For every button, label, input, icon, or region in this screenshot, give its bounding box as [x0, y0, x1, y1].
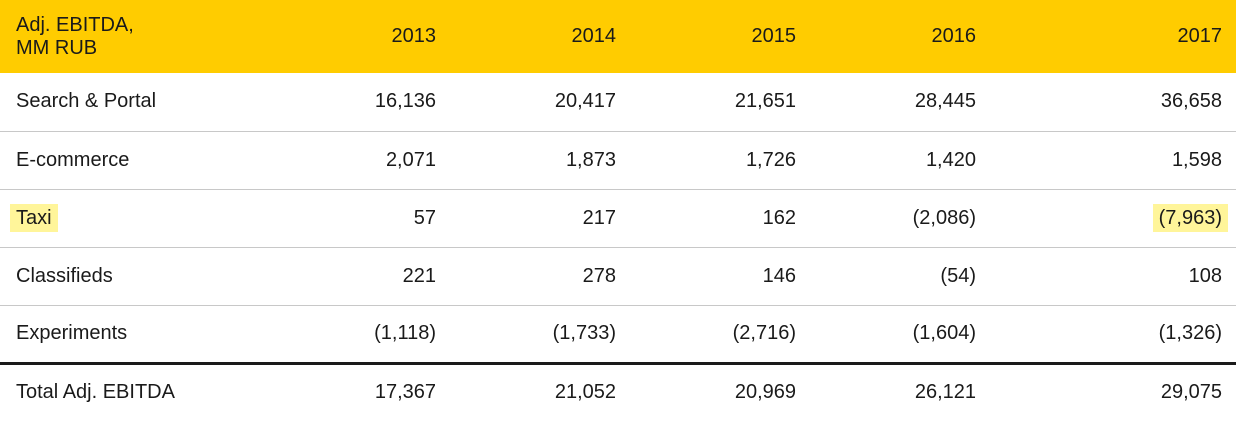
total-row: Total Adj. EBITDA 17,367 21,052 20,969 2…: [0, 363, 1236, 421]
cell: 2,071: [270, 131, 450, 190]
table-row: Search & Portal 16,136 20,417 21,651 28,…: [0, 73, 1236, 132]
cell: (1,118): [270, 305, 450, 365]
cell: 278: [450, 247, 630, 306]
row-label-search-portal: Search & Portal: [0, 73, 270, 132]
table-header: Adj. EBITDA, MM RUB 2013 2014 2015 2016 …: [0, 0, 1236, 73]
row-label-taxi-highlighted: Taxi: [10, 203, 58, 232]
cell: 57: [270, 189, 450, 248]
cell: 217: [450, 189, 630, 248]
header-label-line1: Adj. EBITDA,: [16, 13, 134, 36]
cell: 1,598: [990, 131, 1236, 190]
table-row: E-commerce 2,071 1,873 1,726 1,420 1,598: [0, 131, 1236, 190]
header-year-2016: 2016: [810, 0, 990, 73]
table-body: Search & Portal 16,136 20,417 21,651 28,…: [0, 73, 1236, 421]
cell: 28,445: [810, 73, 990, 132]
row-label-taxi-cell: Taxi: [0, 189, 270, 248]
cell: 16,136: [270, 73, 450, 132]
cell-highlighted-cell: (7,963): [990, 189, 1236, 248]
cell: (1,733): [450, 305, 630, 365]
row-label-experiments: Experiments: [0, 305, 270, 365]
cell: 162: [630, 189, 810, 248]
cell: 108: [990, 247, 1236, 306]
row-label-e-commerce: E-commerce: [0, 131, 270, 190]
cell: 1,873: [450, 131, 630, 190]
header-year-2017: 2017: [990, 0, 1236, 73]
total-cell: 20,969: [734, 381, 796, 404]
header-year-2014: 2014: [450, 0, 630, 73]
total-cell: 26,121: [914, 381, 976, 404]
cell: (2,716): [630, 305, 810, 365]
cell-highlighted: (7,963): [1152, 203, 1228, 232]
cell: 146: [630, 247, 810, 306]
header-label-line2: MM RUB: [16, 36, 98, 59]
header-year-2013: 2013: [270, 0, 450, 73]
cell: 21,651: [630, 73, 810, 132]
cell: 36,658: [990, 73, 1236, 132]
cell: (1,604): [810, 305, 990, 365]
header-year-2015: 2015: [630, 0, 810, 73]
header-row: Adj. EBITDA, MM RUB 2013 2014 2015 2016 …: [0, 0, 1236, 73]
table-row: Taxi 57 217 162 (2,086) (7,963): [0, 189, 1236, 248]
cell: 20,417: [450, 73, 630, 132]
total-cell: 21,052: [554, 381, 616, 404]
cell: (1,326): [990, 305, 1236, 365]
total-label: Total Adj. EBITDA: [16, 381, 175, 404]
table-row: Classifieds 221 278 146 (54) 108: [0, 247, 1236, 306]
cell: 1,726: [630, 131, 810, 190]
total-cell: 17,367: [374, 381, 436, 404]
cell: 221: [270, 247, 450, 306]
cell: 1,420: [810, 131, 990, 190]
table-row: Experiments (1,118) (1,733) (2,716) (1,6…: [0, 305, 1236, 365]
cell: (54): [810, 247, 990, 306]
header-label-cell: Adj. EBITDA, MM RUB: [0, 0, 270, 73]
total-cell: 29,075: [1160, 381, 1222, 404]
row-label-classifieds: Classifieds: [0, 247, 270, 306]
cell: (2,086): [810, 189, 990, 248]
